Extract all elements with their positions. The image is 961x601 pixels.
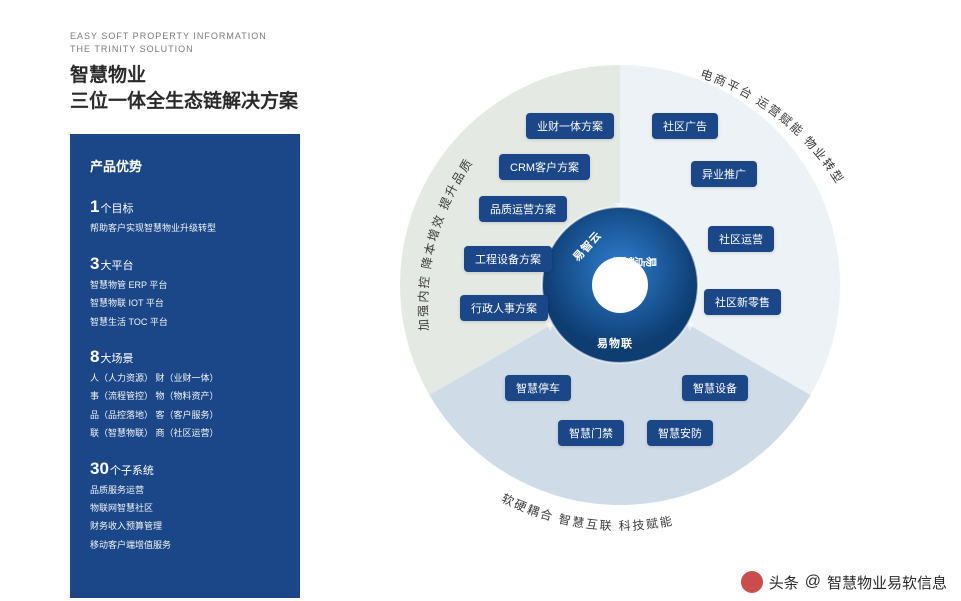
pill-right-2: 异业推广 xyxy=(691,161,757,187)
pill-bottom-3: 智慧门禁 xyxy=(558,420,624,446)
sidebar-line: 联（智慧物联） 商（社区运营） xyxy=(90,426,280,440)
sidebar-block-2: 8大场景人（人力资源） 财（业财一体） 事（流程管控） 物（物料资产） 品（品控落地… xyxy=(90,347,280,441)
pill-left-2: CRM客户方案 xyxy=(499,154,590,180)
sidebar-line: 品质服务运营 xyxy=(90,483,280,497)
pill-bottom-2: 智慧设备 xyxy=(682,375,748,401)
pill-left-3: 品质运营方案 xyxy=(479,196,567,222)
sidebar-title: 产品优势 xyxy=(90,156,280,175)
sidebar-block-1: 3大平台智慧物管 ERP 平台智慧物联 IOT 平台智慧生活 TOC 平台 xyxy=(90,254,280,329)
sidebar: 产品优势 1个目标帮助客户实现智慧物业升级转型 3大平台智慧物管 ERP 平台智慧… xyxy=(70,134,300,598)
hub-label-2: 易点爱家 xyxy=(613,253,657,269)
hub-label-3: 易物联 xyxy=(597,335,633,351)
sidebar-unit: 个目标 xyxy=(100,203,133,215)
sidebar-line: 人（人力资源） 财（业财一体） xyxy=(90,371,280,385)
sidebar-line: 智慧生活 TOC 平台 xyxy=(90,315,280,329)
at-icon: @ xyxy=(805,573,821,591)
sidebar-line: 智慧物管 ERP 平台 xyxy=(90,278,280,292)
footer-author: 智慧物业易软信息 xyxy=(827,572,947,593)
pill-right-3: 社区运营 xyxy=(708,226,774,252)
pill-bottom-1: 智慧停车 xyxy=(505,375,571,401)
sidebar-line: 品（品控落地） 客（客户服务） xyxy=(90,408,280,422)
sidebar-line: 移动客户端增值服务 xyxy=(90,538,280,552)
sidebar-line: 帮助客户实现智慧物业升级转型 xyxy=(90,221,280,235)
pill-right-1: 社区广告 xyxy=(652,113,718,139)
pill-left-5: 行政人事方案 xyxy=(460,295,548,321)
sidebar-num: 30 xyxy=(90,459,109,478)
sidebar-unit: 个子系统 xyxy=(110,465,154,477)
sidebar-num: 8 xyxy=(90,347,99,366)
sidebar-block-0: 1个目标帮助客户实现智慧物业升级转型 xyxy=(90,197,280,235)
sidebar-line: 物联网智慧社区 xyxy=(90,501,280,515)
pill-left-1: 业财一体方案 xyxy=(526,113,614,139)
pill-right-4: 社区新零售 xyxy=(704,289,781,315)
sidebar-line: 事（流程管控） 物（物料资产） xyxy=(90,389,280,403)
sidebar-num: 3 xyxy=(90,254,99,273)
footer-brand: 头条 xyxy=(769,572,799,593)
avatar-icon xyxy=(741,571,763,593)
pill-bottom-4: 智慧安防 xyxy=(647,420,713,446)
footer: 头条 @ 智慧物业易软信息 xyxy=(741,571,947,593)
sidebar-block-3: 30个子系统品质服务运营物联网智慧社区财务收入预算管理移动客户端增值服务 xyxy=(90,459,280,553)
pill-left-4: 工程设备方案 xyxy=(464,246,552,272)
sidebar-line: 财务收入预算管理 xyxy=(90,519,280,533)
sidebar-line: 智慧物联 IOT 平台 xyxy=(90,296,280,310)
sidebar-unit: 大场景 xyxy=(100,353,133,365)
sidebar-unit: 大平台 xyxy=(100,260,133,272)
sidebar-num: 1 xyxy=(90,197,99,216)
trinity-diagram: 易智云 易点爱家 易物联 业财一体方案 CRM客户方案 品质运营方案 工程设备方… xyxy=(330,30,920,575)
